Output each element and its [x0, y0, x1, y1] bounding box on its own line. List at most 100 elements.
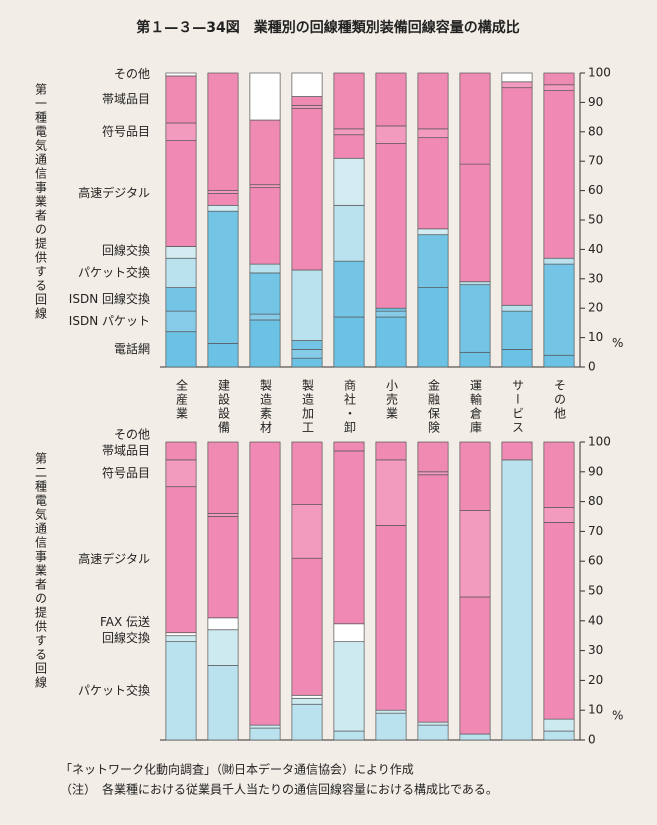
- bar-segment: [459, 72, 491, 165]
- bar-segment: [459, 351, 491, 368]
- segment-label: 回線交換: [102, 242, 150, 257]
- bar-segment: [333, 72, 365, 130]
- x-tick-label: 製造素材: [259, 379, 273, 435]
- y-tick-label: 90: [588, 464, 603, 478]
- bar-segment: [501, 459, 533, 741]
- bar-segment: [249, 263, 281, 274]
- bar-segment: [543, 72, 575, 86]
- x-tick-label: サービス: [511, 379, 525, 435]
- bar-segment: [165, 72, 197, 77]
- y-tick-label: 40: [588, 242, 603, 256]
- bar-segment: [501, 349, 533, 368]
- bar-segment: [375, 525, 407, 711]
- y-tick-label: 0: [588, 360, 596, 374]
- bar-segment: [459, 441, 491, 511]
- bar-segment: [333, 316, 365, 368]
- bar-segment: [207, 513, 239, 517]
- segment-label: 符号品目: [102, 123, 150, 138]
- segment-label: ISDN パケット: [69, 314, 150, 328]
- bar-segment: [417, 128, 449, 139]
- y-tick-label: 80: [588, 124, 603, 138]
- bar-segment: [207, 665, 239, 741]
- bar-segment: [543, 257, 575, 265]
- bar-segment: [543, 263, 575, 356]
- bar-segment: [165, 246, 197, 259]
- bar-segment: [165, 140, 197, 247]
- bar-segment: [459, 510, 491, 598]
- segment-label: パケット交換: [78, 264, 150, 279]
- bar-segment: [375, 316, 407, 368]
- bar-segment: [459, 284, 491, 353]
- y-tick-label: 100: [588, 66, 611, 80]
- bar-segment: [333, 730, 365, 741]
- bar-segment: [375, 712, 407, 741]
- bar-segment: [543, 522, 575, 720]
- bar-segment: [165, 75, 197, 124]
- bar-segment: [459, 163, 491, 283]
- bar-segment: [165, 441, 197, 461]
- segment-label: パケット交換: [78, 682, 150, 697]
- segment-label: 回線交換: [102, 630, 150, 645]
- bar-segment: [417, 72, 449, 130]
- bar-segment: [333, 623, 365, 643]
- bar-segment: [249, 319, 281, 368]
- segment-label: FAX 伝送: [100, 614, 150, 629]
- bar-segment: [207, 629, 239, 666]
- y-tick-label: 60: [588, 183, 603, 197]
- x-tick-label: 建設設備: [217, 379, 231, 435]
- bar-segment: [543, 507, 575, 523]
- y-tick-label: 90: [588, 95, 603, 109]
- segment-label: 高速デジタル: [78, 551, 150, 566]
- segment-label: その他: [114, 427, 150, 441]
- bar-segment: [543, 441, 575, 508]
- source: 「ネットワーク化動向調査」（㈶日本データ通信協会）により作成: [60, 762, 414, 777]
- bar-segment: [333, 157, 365, 206]
- y-tick-label: 20: [588, 301, 603, 315]
- bar-segment: [165, 641, 197, 741]
- bar-segment: [291, 694, 323, 699]
- y-tick-label: 10: [588, 703, 603, 717]
- bar-segment: [249, 187, 281, 265]
- bar-segment: [543, 84, 575, 91]
- bar-segment: [501, 441, 533, 461]
- x-tick-label: 商社・卸: [343, 378, 357, 435]
- bar-segment: [165, 257, 197, 288]
- bar-segment: [291, 697, 323, 705]
- bar-segment: [207, 72, 239, 191]
- bar-segment: [543, 730, 575, 741]
- unit: %: [612, 336, 623, 350]
- bar-segment: [291, 107, 323, 271]
- bar-segment: [375, 125, 407, 144]
- x-tick-label: 運輸倉庫: [469, 379, 483, 435]
- bar-segment: [417, 228, 449, 236]
- bar-segment: [165, 310, 197, 333]
- bar-segment: [207, 516, 239, 619]
- bar-segment: [249, 184, 281, 189]
- y-tick-label: 60: [588, 554, 603, 568]
- bar-segment: [249, 313, 281, 321]
- bar-segment: [207, 204, 239, 212]
- bar-segment: [543, 90, 575, 259]
- bar-segment: [417, 234, 449, 288]
- bar-segment: [291, 349, 323, 359]
- y-tick-label: 70: [588, 154, 603, 168]
- bar-segment: [375, 709, 407, 714]
- y-tick-label: 30: [588, 643, 603, 657]
- bar-segment: [165, 632, 197, 637]
- bar-segment: [417, 721, 449, 726]
- bar-segment: [501, 72, 533, 83]
- bar-segment: [417, 471, 449, 476]
- x-tick-label: その他: [553, 379, 567, 421]
- segment-label: 電話網: [114, 341, 150, 356]
- bar-segment: [501, 81, 533, 89]
- segment-label: 帯域品目: [102, 92, 150, 106]
- bar-segment: [207, 210, 239, 344]
- unit: %: [612, 709, 623, 723]
- y-tick-label: 70: [588, 524, 603, 538]
- x-tick-label: 製造加工: [301, 379, 315, 435]
- bar-segment: [207, 193, 239, 206]
- bar-segment: [291, 269, 323, 341]
- bar-segment: [459, 281, 491, 286]
- bar-segment: [165, 122, 197, 141]
- bar-segment: [165, 287, 197, 312]
